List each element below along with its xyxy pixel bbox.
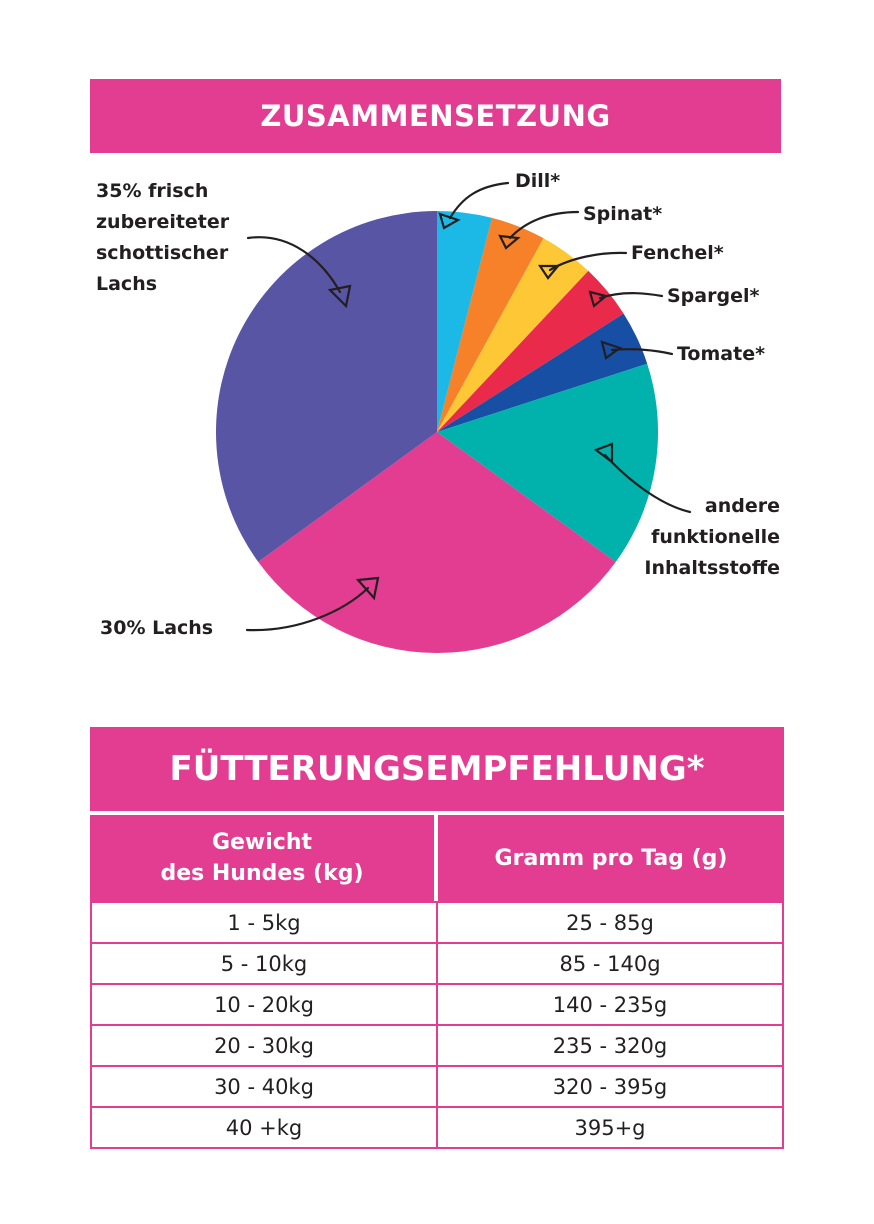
feeding-title: FÜTTERUNGSEMPFEHLUNG* — [90, 727, 784, 811]
weight-cell: 20 - 30kg — [92, 1026, 438, 1065]
arrowhead-tomate — [600, 340, 623, 360]
pie-slice-fenchel — [437, 238, 589, 432]
grams-cell: 140 - 235g — [552, 992, 668, 1017]
label-fresh-salmon: 35% frisch zubereiteter schottischer Lac… — [96, 180, 230, 295]
pointer-dill — [448, 181, 510, 220]
pie-slice-salmon — [258, 432, 616, 654]
table-header-row: Gewicht des Hundes (kg) Gramm pro Tag (g… — [90, 811, 784, 901]
table-row: 40 +kg 395+g — [90, 1108, 784, 1149]
grams-cell: 235 - 320g — [552, 1033, 668, 1058]
grams-cell: 320 - 395g — [552, 1074, 668, 1099]
label-other-ingredients: andere funktionelle Inhaltsstoffe — [644, 495, 780, 579]
grams-cell: 395+g — [574, 1115, 646, 1140]
arrowhead-fresh-salmon — [327, 284, 352, 309]
label-spargel: Spargel* — [667, 285, 760, 307]
label-fenchel: Fenchel* — [631, 242, 724, 264]
grams-cell: 85 - 140g — [559, 951, 661, 976]
weight-cell: 1 - 5kg — [92, 903, 438, 942]
label-tomate: Tomate* — [677, 343, 766, 365]
table-row: 10 - 20kg 140 - 235g — [90, 985, 784, 1026]
arrowhead-other — [593, 442, 614, 465]
grams-cell: 25 - 85g — [566, 910, 654, 935]
pie-slice-spargel — [437, 270, 624, 432]
pie-slice-tomate — [437, 313, 648, 432]
pie-slice-other — [437, 363, 659, 562]
pie-slice-spinat — [437, 217, 544, 432]
pointer-spinat — [508, 210, 580, 240]
pie-slice-fresh-salmon — [215, 211, 437, 562]
weight-cell: 30 - 40kg — [92, 1067, 438, 1106]
label-spinat: Spinat* — [583, 203, 663, 225]
arrowhead-spargel — [588, 290, 609, 308]
weight-cell: 10 - 20kg — [92, 985, 438, 1024]
weight-cell: 40 +kg — [92, 1108, 438, 1147]
arrowhead-spinat — [498, 234, 521, 250]
composition-title: ZUSAMMENSETZUNG — [90, 79, 781, 153]
table-row: 1 - 5kg 25 - 85g — [90, 903, 784, 944]
table-row: 30 - 40kg 320 - 395g — [90, 1067, 784, 1108]
arrowhead-salmon — [355, 576, 380, 601]
header-grams: Gramm pro Tag (g) — [438, 815, 784, 901]
header-weight: Gewicht des Hundes (kg) — [90, 815, 438, 901]
table-row: 5 - 10kg 85 - 140g — [90, 944, 784, 985]
pie-slice-dill — [437, 210, 492, 432]
weight-cell: 5 - 10kg — [92, 944, 438, 983]
feeding-table: FÜTTERUNGSEMPFEHLUNG* Gewicht des Hundes… — [90, 727, 784, 1149]
pointer-salmon — [245, 586, 370, 632]
label-dill: Dill* — [515, 170, 561, 192]
composition-pie-chart — [215, 181, 692, 654]
arrowhead-dill — [438, 212, 461, 230]
table-row: 20 - 30kg 235 - 320g — [90, 1026, 784, 1067]
pointer-fresh-salmon — [246, 236, 342, 294]
label-salmon: 30% Lachs — [100, 617, 214, 639]
arrowhead-fenchel — [537, 264, 561, 280]
